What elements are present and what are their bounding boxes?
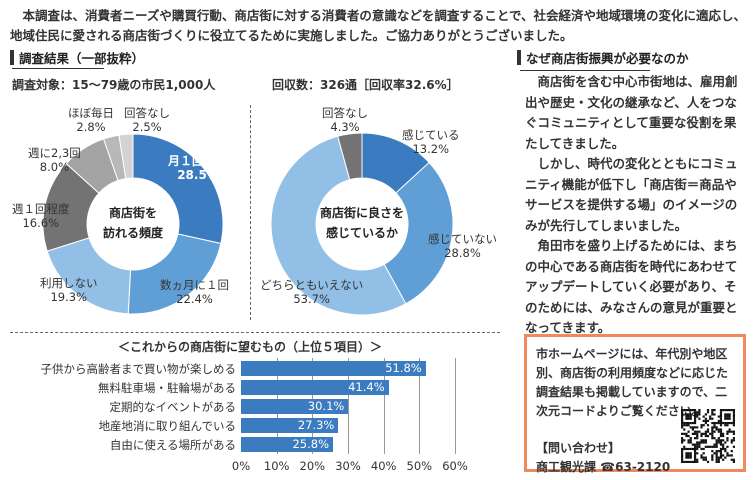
- pie2-label-1: 感じていない 28.8%: [428, 232, 497, 260]
- pie2-label-0: 感じている 13.2%: [402, 128, 460, 156]
- pie2-label-2: どちらともいえない 53.7%: [260, 278, 364, 306]
- gridline: [383, 358, 385, 454]
- survey-target: 調査対象：15～79歳の市民1,000人: [12, 78, 216, 92]
- pie1-label-4: 週に2,3回 8.0%: [28, 146, 81, 174]
- contact-label: 【問い合わせ】: [536, 441, 621, 455]
- pie2-title: 商店街に良さを 感じているか: [319, 206, 404, 240]
- why-heading-text: なぜ商店街振興が必要なのか: [526, 51, 689, 66]
- x-tick-label: 0%: [231, 459, 251, 473]
- bar-chart-title: ＜これからの商店街に望むもの（上位５項目）＞: [117, 340, 382, 354]
- divider: [520, 70, 650, 71]
- divider: [250, 105, 251, 320]
- bar-category-label: 子供から高齢者まで買い物が楽しめる: [40, 362, 237, 376]
- qr-code[interactable]: [681, 409, 735, 463]
- bar: 25.8%: [241, 437, 334, 452]
- pie1-label-3: 週１回程度 16.6%: [12, 202, 70, 230]
- pie1-slice-6: [118, 133, 134, 180]
- divider: [12, 68, 104, 69]
- info-text: 市ホームページには、年代別や地区別、商店街の利用頻度などに応じた調査結果も掲載し…: [536, 347, 729, 418]
- x-tick-label: 10%: [263, 459, 290, 473]
- pie1-slice-0: [132, 133, 224, 245]
- bar-category-label: 定期的なイベントがある: [109, 400, 237, 414]
- gridline: [348, 358, 349, 454]
- contact-phone: 商工観光課 ☎63-2120: [536, 460, 671, 474]
- why-text: 商店街を含む中心市街地は、雇用創出や歴史・文化の継承など、人をつなぐコミュニティ…: [525, 72, 747, 339]
- bar-category-label: 自由に使える場所がある: [109, 438, 236, 452]
- pie1-slice-1: [127, 233, 222, 315]
- x-tick-label: 40%: [370, 459, 397, 473]
- pie-charts: [42, 132, 454, 316]
- info-box: 市ホームページには、年代別や地区別、商店街の利用頻度などに応じた調査結果も掲載し…: [524, 334, 746, 474]
- pie1-label-0: 月１回程度 28.5%: [168, 154, 229, 182]
- divider: [10, 332, 500, 333]
- pie1-label-2: 利用しない 19.3%: [40, 276, 98, 304]
- bar: 27.3%: [241, 418, 339, 433]
- pie1-label-1: 数ヵ月に１回 22.4%: [160, 278, 229, 306]
- results-heading-text: 調査結果（一部抜粋）: [19, 51, 145, 66]
- response-count: 回収数：326通［回収率32.6%］: [272, 78, 459, 92]
- pie2-slice-2: [270, 135, 407, 316]
- x-tick-label: 50%: [406, 459, 433, 473]
- gridline: [455, 358, 456, 454]
- bar: 30.1%: [241, 399, 349, 414]
- gridline: [419, 358, 421, 454]
- bar-category-label: 地産地消に取り組んでいる: [98, 419, 236, 433]
- bar-category-label: 無料駐車場・駐輪場がある: [98, 381, 236, 395]
- pie1-title: 商店街を 訪れる頻度: [102, 206, 163, 240]
- x-tick-label: 20%: [299, 459, 326, 473]
- x-tick-label: 30%: [335, 459, 361, 473]
- pie2-slice-3: [337, 132, 363, 181]
- bar: 41.4%: [241, 380, 389, 395]
- pie1-label-6: 回答なし 2.5%: [124, 106, 170, 134]
- bar: 51.8%: [241, 361, 426, 376]
- pie1-label-5: ほぼ毎日 2.8%: [68, 106, 114, 134]
- why-paragraph: 角田市を盛り上げるためには、まちの中心である商店街を時代にあわせてアップデートし…: [525, 238, 738, 335]
- why-heading: なぜ商店街振興が必要なのか: [517, 48, 689, 67]
- intro-text: 本調査は、消費者ニーズや購買行動、商店街に対する消費者の意識などを調査することで…: [10, 8, 747, 43]
- pie2-label-3: 回答なし 4.3%: [322, 106, 368, 134]
- x-tick-label: 60%: [442, 459, 468, 473]
- pie2-slice-1: [383, 161, 454, 305]
- why-paragraph: 商店街を含む中心市街地は、雇用創出や歴史・文化の継承など、人をつなぐコミュニティ…: [525, 74, 738, 151]
- results-heading: 調査結果（一部抜粋）: [10, 48, 144, 67]
- why-paragraph: しかし、時代の変化とともにコミュニティ機能が低下し「商店街＝商品やサービスを提供…: [525, 156, 738, 233]
